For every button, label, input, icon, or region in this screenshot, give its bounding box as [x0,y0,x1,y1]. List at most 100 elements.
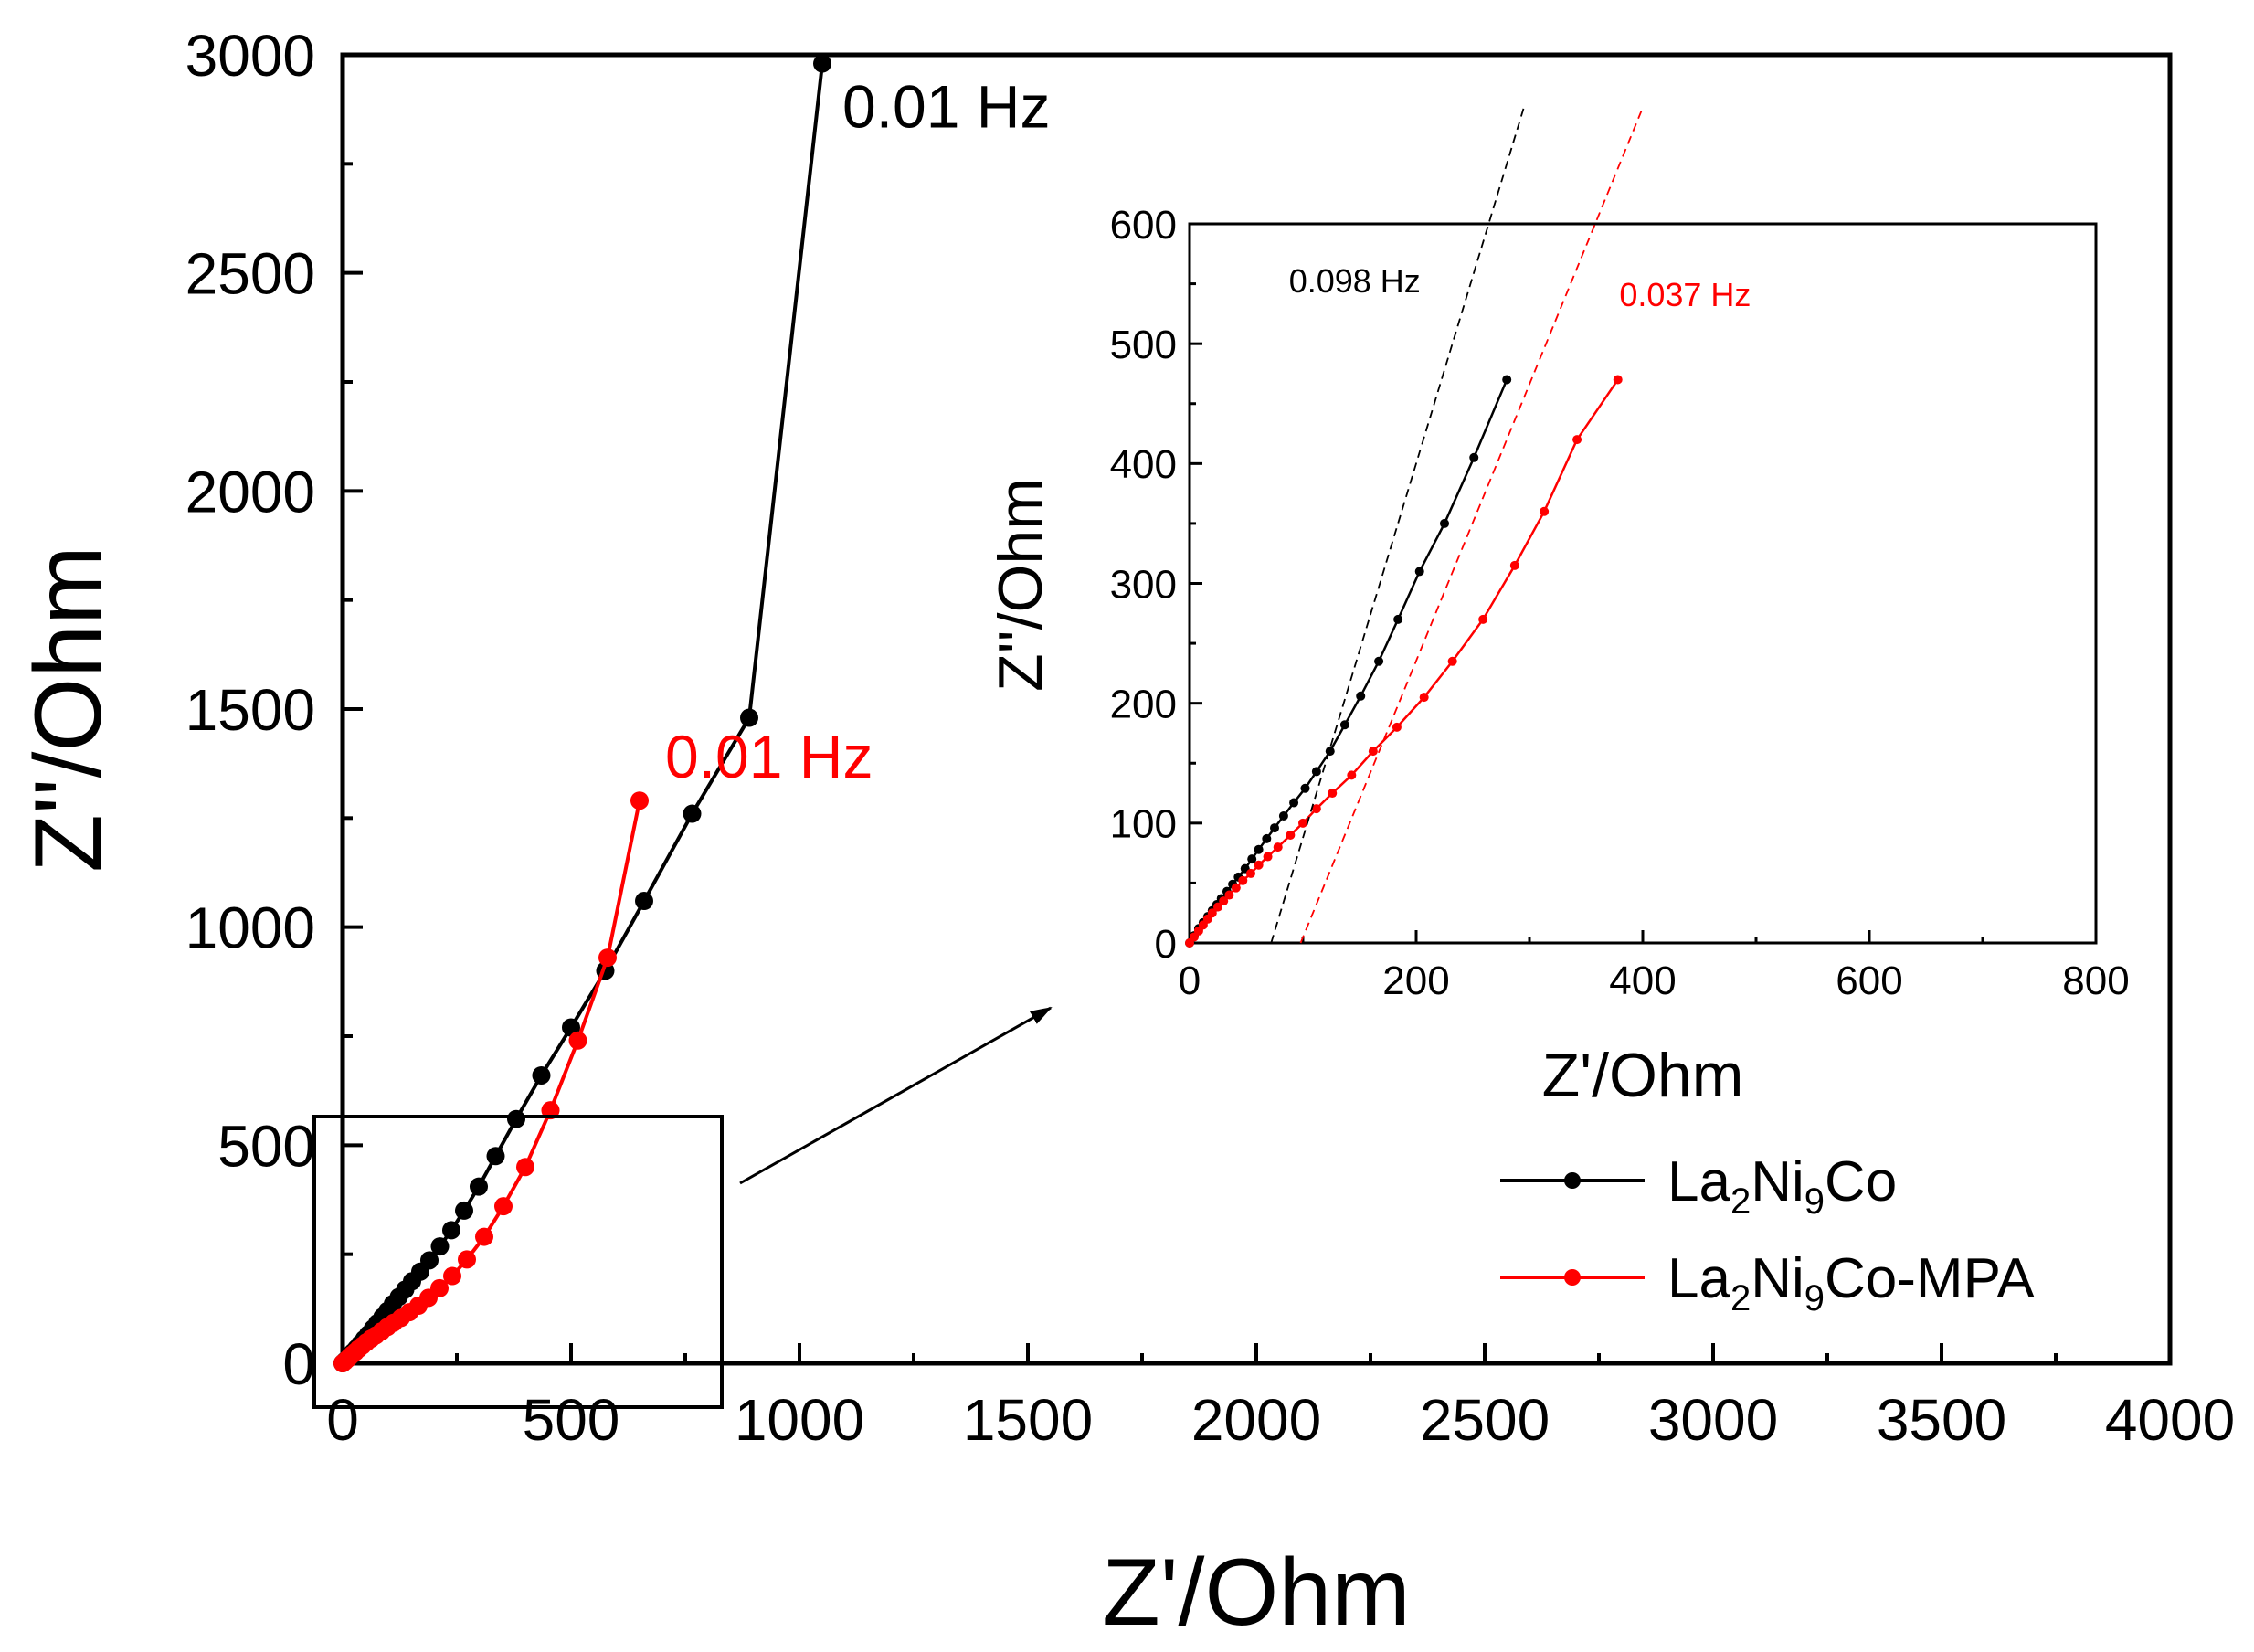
inset-y-tick-label: 500 [1110,323,1177,367]
inset-data-point-la2ni9co [1247,854,1257,864]
inset-data-point-la2ni9co-mpa [1540,506,1550,516]
main-data-point-la2ni9co [635,892,653,911]
main-frequency-label-la2ni9co: 0.01 Hz [842,73,1050,141]
inset-data-point-la2ni9co [1356,691,1366,701]
legend-label-la2ni9co: La2Ni9Co [1667,1150,1897,1222]
inset-x-axis: 0 200 400 600 800 [1179,930,2130,1003]
main-y-tick-label: 3000 [185,23,315,89]
inset-data-point-la2ni9co [1262,833,1272,843]
inset-data-point-la2ni9co [1502,375,1512,385]
inset-y-tick-label: 600 [1110,203,1177,248]
main-data-point-la2ni9co [813,54,831,73]
main-x-tick-label: 500 [523,1387,620,1453]
inset-data-point-la2ni9co-mpa [1213,902,1222,912]
inset-x-tick-label: 800 [2062,958,2129,1003]
inset-data-point-la2ni9co [1325,747,1335,757]
main-frequency-label-la2ni9co-mpa: 0.01 Hz [665,723,873,790]
legend-marker-la2ni9co-mpa [1564,1269,1581,1286]
inset-y-tick-label: 200 [1110,683,1177,727]
inset-data-point-la2ni9co-mpa [1572,435,1582,445]
inset-data-point-la2ni9co-mpa [1509,560,1519,570]
inset-x-tick-label: 600 [1836,958,1902,1003]
inset-data-point-la2ni9co-mpa [1263,852,1273,862]
zoom-region-box [312,1115,724,1409]
main-y-axis: 0 500 1000 1500 2000 2500 3000 [185,23,363,1397]
main-data-point-la2ni9co-mpa [458,1250,476,1269]
main-data-point-la2ni9co [683,804,702,823]
inset-data-point-la2ni9co-mpa [1613,375,1623,385]
inset-x-axis-label: Z'/Ohm [1542,1041,1744,1110]
main-data-point-la2ni9co [442,1221,460,1240]
inset-series-layer: 0.098 Hz 0.037 Hz [1185,107,1751,948]
inset-y-axis: 0 100 200 300 400 500 600 [1110,203,1202,967]
inset-data-point-la2ni9co-mpa [1447,656,1457,666]
inset-data-point-la2ni9co-mpa [1231,883,1241,893]
main-x-tick-label: 4000 [2105,1387,2235,1453]
main-x-tick-label: 2500 [1420,1387,1550,1453]
main-y-tick-label: 1500 [185,677,315,743]
inset-data-point-la2ni9co [1311,767,1321,777]
main-data-point-la2ni9co [740,708,758,727]
inset-data-point-la2ni9co-mpa [1245,868,1255,878]
main-y-axis-label: Z''/Ohm [16,545,122,873]
inset-fit-line-la2ni9co-mpa [1299,107,1644,944]
inset-series-line-la2ni9co [1188,379,1508,944]
inset-x-tick-label: 0 [1179,958,1201,1003]
inset-x-tick-label: 200 [1382,958,1449,1003]
main-series-layer: 0.01 Hz 0.01 Hz [333,54,1050,1372]
inset-data-point-la2ni9co-mpa [1219,896,1229,906]
main-x-tick-label: 1500 [963,1387,1093,1453]
inset-data-point-la2ni9co [1270,823,1279,833]
inset-data-point-la2ni9co [1414,567,1424,577]
zoom-arrow [739,1006,1053,1185]
main-data-point-la2ni9co [486,1147,505,1166]
main-y-tick-label: 0 [282,1331,315,1397]
inset-data-point-la2ni9co [1300,783,1310,793]
main-data-point-la2ni9co-mpa [568,1031,587,1050]
main-data-point-la2ni9co [507,1109,525,1128]
inset-data-point-la2ni9co [1440,518,1449,528]
main-x-tick-label: 3000 [1648,1387,1778,1453]
main-x-tick-label: 2000 [1191,1387,1321,1453]
inset-plot-frame [1188,222,2098,945]
main-data-point-la2ni9co [430,1237,450,1256]
main-x-axis-label: Z'/Ohm [1102,1540,1411,1646]
inset-data-point-la2ni9co-mpa [1328,789,1338,799]
main-series-line-la2ni9co-mpa [341,800,641,1365]
inset-data-point-la2ni9co [1339,720,1349,730]
main-y-tick-label: 1000 [185,895,315,961]
inset-data-point-la2ni9co [1289,798,1299,808]
inset-data-point-la2ni9co-mpa [1207,908,1217,918]
legend-label-la2ni9co-mpa: La2Ni9Co-MPA [1667,1247,2035,1318]
inset-data-point-la2ni9co-mpa [1419,693,1429,703]
main-data-point-la2ni9co [470,1177,488,1196]
inset-data-point-la2ni9co [1254,844,1264,854]
inset-data-point-la2ni9co-mpa [1238,875,1248,885]
main-data-point-la2ni9co [455,1201,473,1220]
inset-data-point-la2ni9co-mpa [1273,842,1283,852]
inset-frequency-label-la2ni9co: 0.098 Hz [1289,262,1421,300]
main-x-axis: 0 500 1000 1500 2000 2500 3000 3500 4000 [326,1343,2235,1453]
main-data-point-la2ni9co-mpa [443,1266,461,1286]
inset-data-point-la2ni9co [1278,810,1288,821]
inset-y-tick-label: 300 [1110,562,1177,607]
inset-data-point-la2ni9co-mpa [1368,747,1378,757]
main-y-tick-label: 2500 [185,241,315,307]
main-data-point-la2ni9co-mpa [494,1197,513,1216]
legend-marker-la2ni9co [1564,1172,1581,1189]
inset-data-point-la2ni9co-mpa [1254,860,1264,870]
main-data-point-la2ni9co-mpa [598,948,617,968]
inset-data-point-la2ni9co-mpa [1286,830,1296,840]
inset-data-point-la2ni9co-mpa [1311,804,1321,814]
main-data-point-la2ni9co-mpa [475,1227,493,1246]
inset-data-point-la2ni9co-mpa [1298,818,1307,828]
inset-data-point-la2ni9co [1374,656,1384,666]
main-data-point-la2ni9co-mpa [430,1278,449,1297]
main-data-point-la2ni9co [532,1065,551,1085]
inset-y-tick-label: 0 [1155,922,1177,967]
inset-data-point-la2ni9co-mpa [1224,890,1234,900]
main-data-point-la2ni9co [420,1251,439,1270]
inset-y-axis-label: Z''/Ohm [986,478,1055,692]
main-y-tick-label: 2000 [185,459,315,524]
